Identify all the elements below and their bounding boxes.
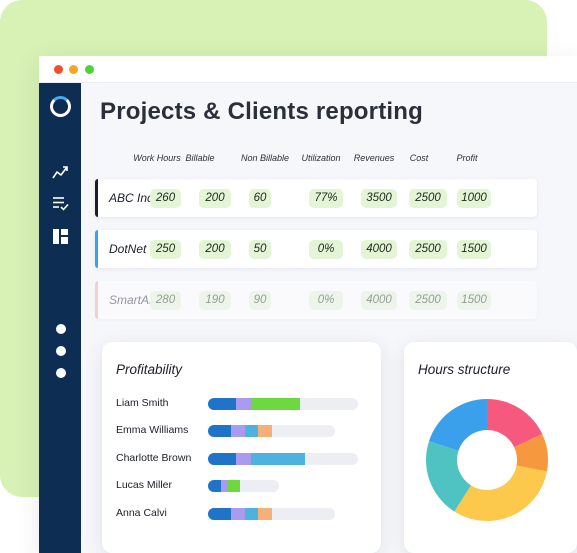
metric-cell: 200 <box>199 189 231 208</box>
logo-ring-icon[interactable] <box>50 96 71 117</box>
metric-cell: 90 <box>249 291 271 310</box>
client-name: SmartAI Ltd. <box>109 293 176 307</box>
column-header[interactable]: Utilization <box>301 153 341 163</box>
profitability-segment <box>208 453 236 465</box>
profitability-segment <box>250 398 301 410</box>
profitability-segment <box>230 508 245 520</box>
profitability-segment <box>208 398 236 410</box>
profitability-segment <box>208 480 221 492</box>
hours-donut-chart <box>426 399 548 521</box>
metric-cell: 2500 <box>409 240 447 259</box>
person-name: Emma Williams <box>116 424 189 436</box>
minimize-window-button[interactable] <box>69 65 78 74</box>
donut-slice[interactable] <box>428 399 487 451</box>
profitability-segment <box>235 398 251 410</box>
column-header[interactable]: Billable <box>185 153 215 163</box>
column-header[interactable]: Work Hours <box>133 153 181 163</box>
app-window: Projects & Clients reporting Work Hours B… <box>39 56 577 553</box>
person-name: Anna Calvi <box>116 507 167 519</box>
person-name: Liam Smith <box>116 397 169 409</box>
dashboard-grid-icon[interactable] <box>52 228 69 245</box>
page-title: Projects & Clients reporting <box>100 98 423 125</box>
sidebar-dot[interactable] <box>56 324 66 334</box>
column-header[interactable]: Cost <box>409 153 429 163</box>
client-row[interactable]: DotNet Inc. 250 200 50 0% 4000 2500 1500 <box>95 230 537 268</box>
profitability-segment <box>244 425 259 437</box>
row-accent-bar <box>95 230 98 268</box>
profitability-segment <box>258 425 273 437</box>
profitability-segment <box>244 508 259 520</box>
hours-structure-title: Hours structure <box>418 362 511 377</box>
row-accent-bar <box>95 281 98 319</box>
profitability-bar[interactable] <box>208 508 335 520</box>
person-name: Lucas Miller <box>116 479 173 491</box>
client-name: ABC Inc. <box>109 191 157 205</box>
metric-cell: 200 <box>199 240 231 259</box>
profitability-card: Profitability Liam Smith Emma Williams Cha… <box>102 342 381 553</box>
sidebar-dot[interactable] <box>56 368 66 378</box>
metric-cell: 260 <box>150 189 181 208</box>
metric-cell: 50 <box>249 240 271 259</box>
client-row[interactable]: SmartAI Ltd. 280 190 90 0% 4000 2500 1500 <box>95 281 537 319</box>
profitability-bar[interactable] <box>208 398 358 410</box>
profitability-segment <box>208 425 231 437</box>
donut-slice[interactable] <box>426 441 471 512</box>
metric-cell: 4000 <box>361 240 397 259</box>
metric-cell: 1500 <box>457 291 491 310</box>
column-header[interactable]: Revenues <box>353 153 395 163</box>
profitability-title: Profitability <box>116 362 183 377</box>
profitability-bar[interactable] <box>208 425 335 437</box>
metric-cell: 250 <box>150 240 181 259</box>
metric-cell: 60 <box>249 189 271 208</box>
sidebar-dot[interactable] <box>56 346 66 356</box>
close-window-button[interactable] <box>54 65 63 74</box>
profitability-segment <box>250 453 305 465</box>
client-row[interactable]: ABC Inc. 260 200 60 77% 3500 2500 1000 <box>95 179 537 217</box>
metric-cell: 280 <box>150 291 181 310</box>
profitability-segment <box>230 425 245 437</box>
window-titlebar <box>39 56 577 83</box>
metric-cell: 2500 <box>409 291 447 310</box>
metric-cell: 1000 <box>457 189 491 208</box>
checklist-icon[interactable] <box>52 195 69 212</box>
profitability-bar[interactable] <box>208 453 358 465</box>
profitability-segment <box>258 508 273 520</box>
maximize-window-button[interactable] <box>85 65 94 74</box>
metric-cell: 2500 <box>409 189 447 208</box>
metric-cell: 190 <box>199 291 231 310</box>
profitability-bar[interactable] <box>208 480 279 492</box>
donut-slice[interactable] <box>454 465 547 521</box>
donut-slice[interactable] <box>514 434 548 472</box>
profitability-segment <box>235 453 251 465</box>
donut-slice[interactable] <box>487 399 543 448</box>
metric-cell: 1500 <box>457 240 491 259</box>
profitability-segment <box>208 508 231 520</box>
column-header[interactable]: Non Billable <box>240 153 290 163</box>
metric-cell: 77% <box>309 189 343 208</box>
person-name: Charlotte Brown <box>116 452 192 464</box>
sidebar <box>39 83 81 553</box>
metric-cell: 0% <box>309 240 343 259</box>
profitability-segment <box>220 480 228 492</box>
trend-chart-icon[interactable] <box>52 164 69 181</box>
column-header[interactable]: Profit <box>456 153 478 163</box>
metric-cell: 3500 <box>361 189 397 208</box>
metric-cell: 4000 <box>361 291 397 310</box>
metric-cell: 0% <box>309 291 343 310</box>
hours-structure-card: Hours structure <box>404 342 577 553</box>
row-accent-bar <box>95 179 98 217</box>
profitability-segment <box>227 480 241 492</box>
